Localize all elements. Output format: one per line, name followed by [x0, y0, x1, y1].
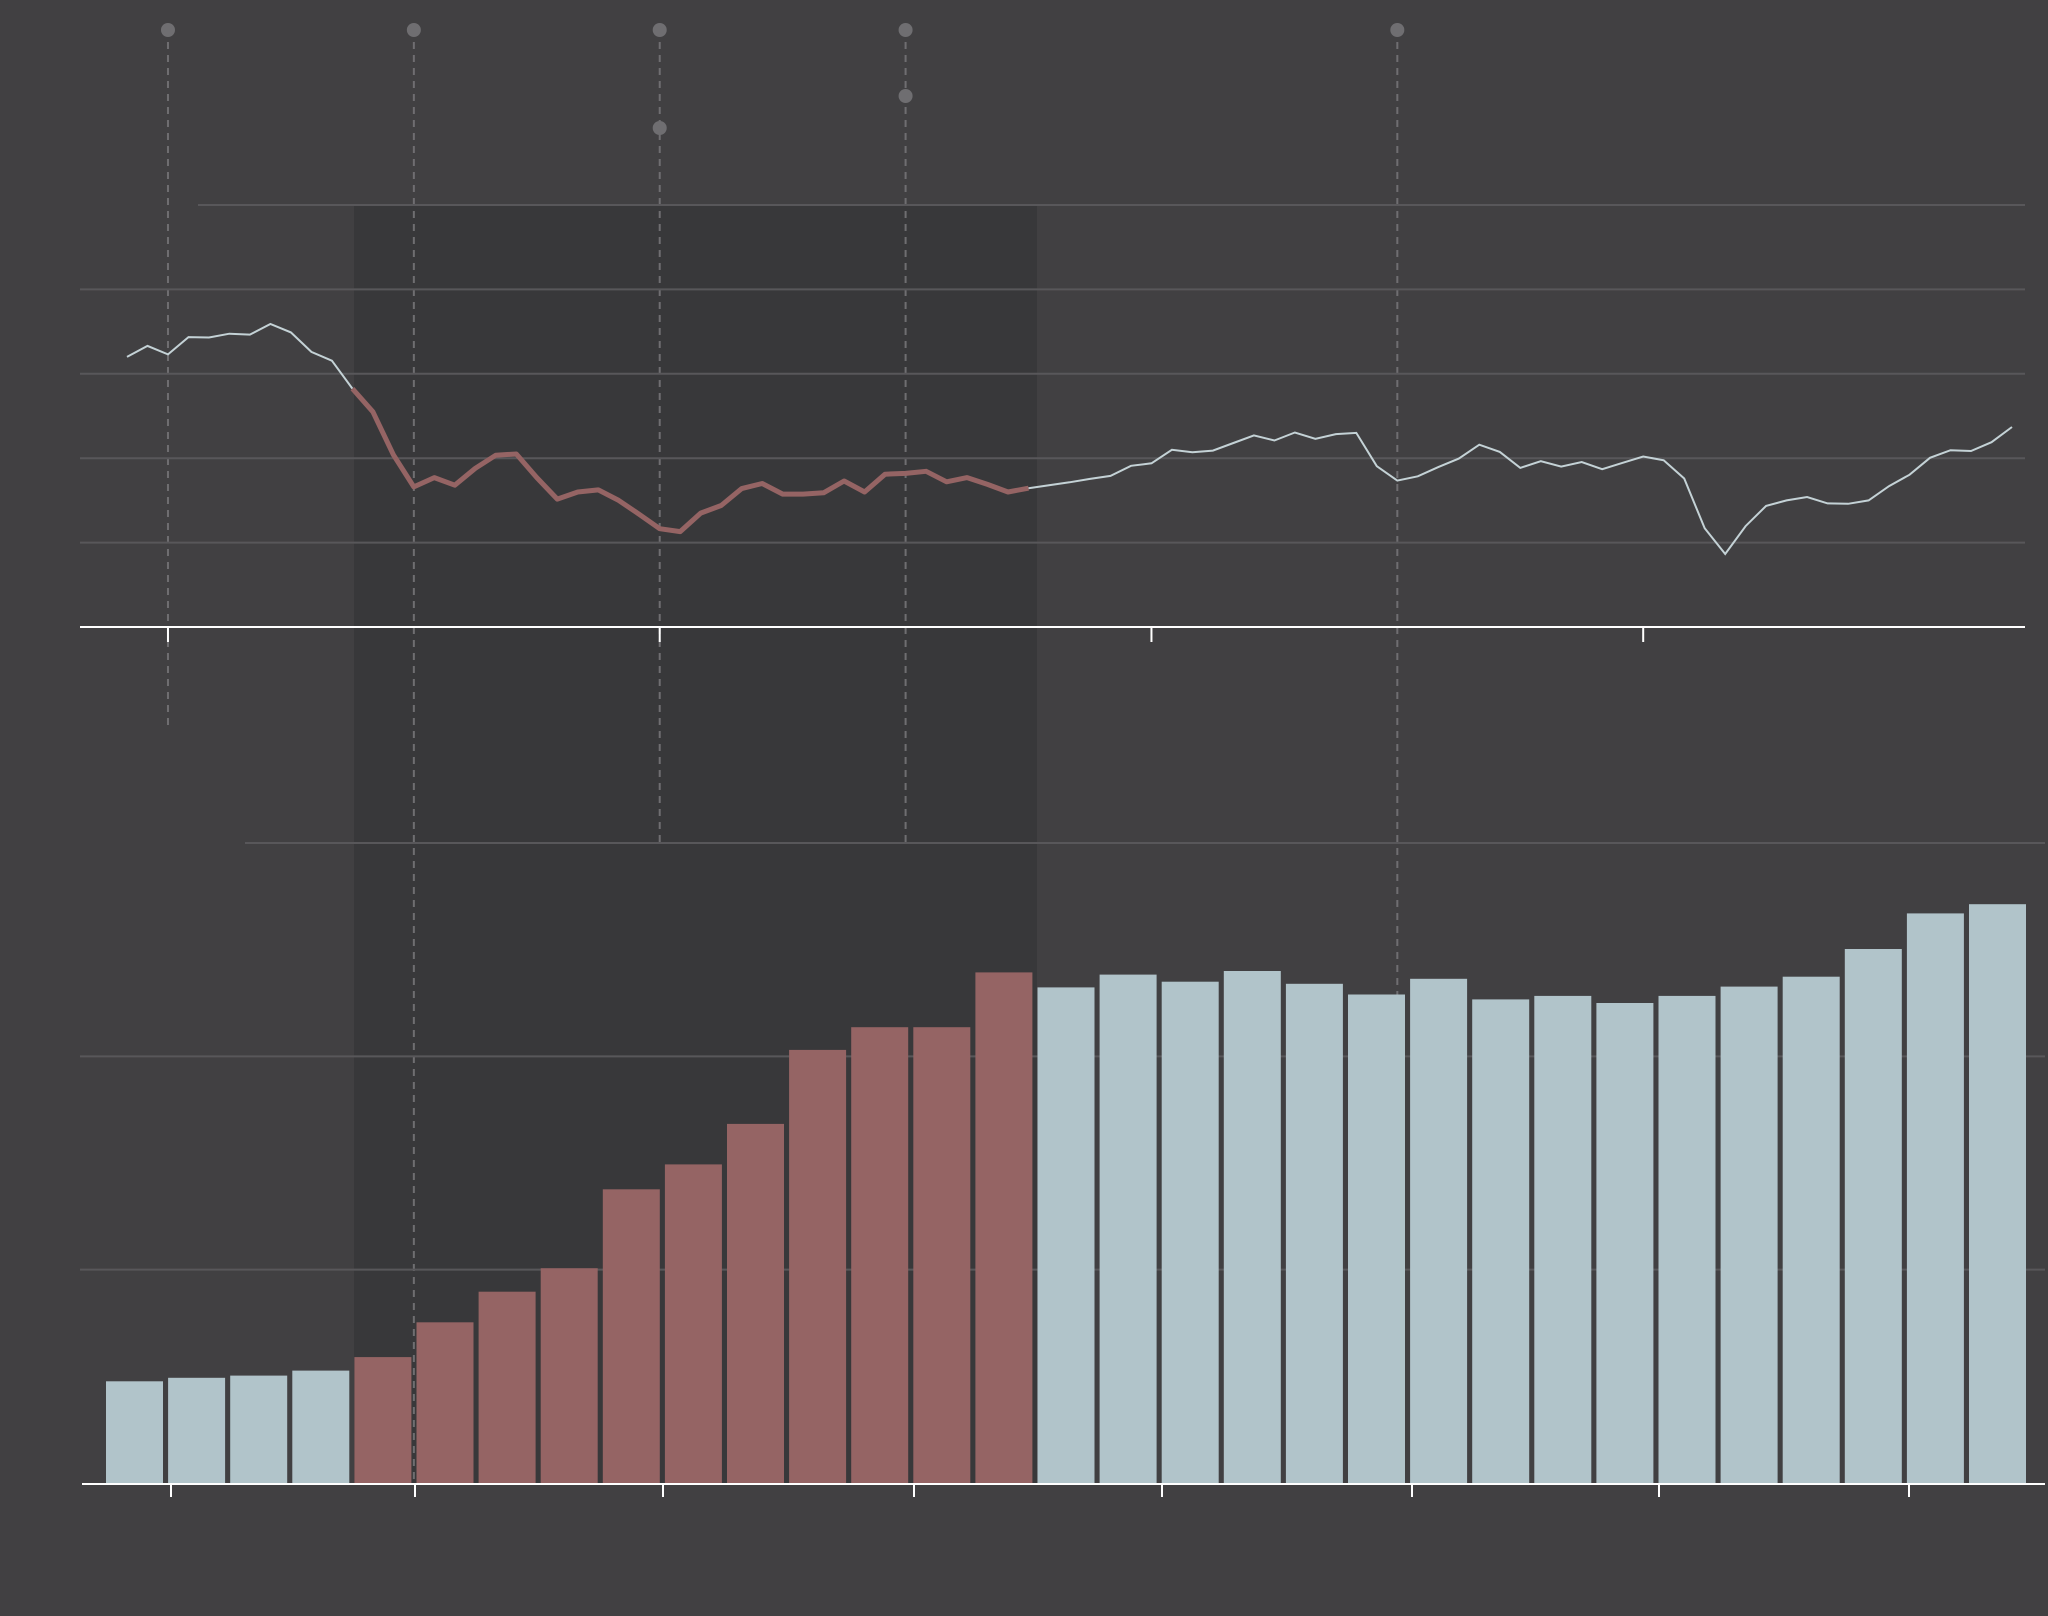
- line-series-highlighted: [350, 386, 1029, 535]
- bar: [1037, 987, 1095, 1483]
- event-marker-dot-secondary: [898, 89, 913, 103]
- bar-highlighted: [975, 972, 1033, 1483]
- line-chart-gridlines: [80, 204, 2025, 544]
- bar-chart-plot: [106, 904, 2026, 1483]
- event-marker-dot-secondary: [652, 121, 667, 135]
- event-marker-dot: [1390, 23, 1405, 37]
- line-series-after: [1028, 426, 2013, 556]
- bar: [1782, 976, 1840, 1483]
- line-chart-plot: [126, 322, 2013, 556]
- bar: [292, 1370, 350, 1483]
- bar: [230, 1375, 288, 1483]
- bar-highlighted: [540, 1268, 598, 1483]
- bar: [1720, 986, 1778, 1483]
- bar-highlighted: [354, 1357, 412, 1483]
- bar-chart-x-axis: [82, 1483, 2045, 1497]
- line-chart-x-axis: [80, 626, 2025, 642]
- bar: [1472, 999, 1530, 1483]
- bar: [1534, 995, 1592, 1483]
- bar-highlighted: [416, 1322, 474, 1483]
- bar: [1223, 971, 1281, 1483]
- bar-highlighted: [478, 1291, 536, 1483]
- bar-highlighted: [851, 1027, 909, 1483]
- bar: [1596, 1003, 1654, 1483]
- bar-highlighted: [913, 1027, 971, 1483]
- bar: [106, 1381, 163, 1483]
- bar: [168, 1377, 226, 1483]
- bar: [1658, 995, 1716, 1483]
- bar-highlighted: [602, 1189, 660, 1483]
- event-marker-dot: [652, 23, 667, 37]
- line-series-before: [126, 322, 354, 390]
- bar: [1410, 978, 1468, 1483]
- bar: [1099, 974, 1157, 1483]
- event-marker-dot: [898, 23, 913, 37]
- bar-highlighted: [789, 1049, 847, 1483]
- bar: [1969, 904, 2026, 1483]
- bar: [1348, 994, 1405, 1483]
- bar-highlighted: [664, 1164, 722, 1483]
- bar: [1844, 949, 1902, 1483]
- bar: [1161, 981, 1219, 1483]
- event-marker-dot: [160, 23, 175, 37]
- event-marker-dot: [406, 23, 421, 37]
- bar-highlighted: [727, 1123, 784, 1483]
- bar: [1285, 983, 1343, 1483]
- bar: [1906, 913, 1964, 1483]
